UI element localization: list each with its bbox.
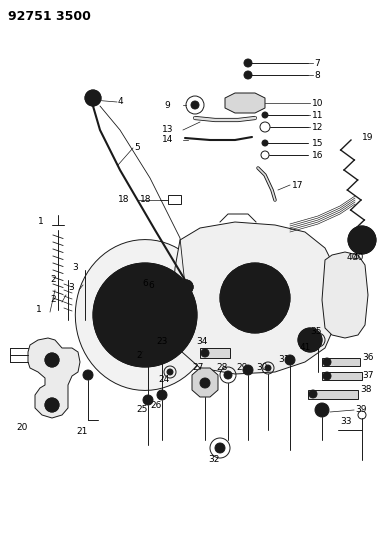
Text: 33: 33 [340,417,352,426]
Text: 10: 10 [312,99,324,108]
FancyBboxPatch shape [308,390,358,399]
Text: 18: 18 [140,196,152,205]
Circle shape [323,372,331,380]
Text: 3: 3 [72,263,78,272]
Circle shape [309,390,317,398]
Circle shape [244,59,252,67]
Text: 5: 5 [134,143,140,152]
Text: 1: 1 [38,217,44,227]
Text: 38: 38 [360,385,372,394]
Circle shape [262,112,268,118]
Text: 36: 36 [362,353,373,362]
Circle shape [143,395,153,405]
FancyBboxPatch shape [200,348,230,358]
Circle shape [201,349,209,357]
Circle shape [83,370,93,380]
Circle shape [167,369,173,375]
Text: 15: 15 [312,139,324,148]
Text: 17: 17 [292,181,303,190]
Circle shape [244,71,252,79]
Circle shape [220,263,290,333]
Text: 35: 35 [310,327,321,336]
Text: 3: 3 [68,284,74,293]
Text: 31: 31 [278,356,290,365]
Text: 14: 14 [162,135,173,144]
Text: 34: 34 [196,337,207,346]
Text: 11: 11 [312,110,324,119]
Text: 8: 8 [314,70,320,79]
Text: 39: 39 [355,406,367,415]
Polygon shape [322,252,368,338]
Text: 27: 27 [192,364,203,373]
Polygon shape [75,239,215,391]
Text: 2: 2 [50,276,56,285]
Circle shape [285,355,295,365]
Circle shape [348,226,376,254]
Circle shape [85,90,101,106]
Circle shape [157,390,167,400]
Text: 20: 20 [16,424,28,432]
Circle shape [323,358,331,366]
Circle shape [183,284,189,290]
Circle shape [200,378,210,388]
Text: 1: 1 [36,305,42,314]
Text: 32: 32 [208,456,219,464]
Text: 28: 28 [216,364,228,373]
Text: 18: 18 [118,196,129,205]
Text: 4: 4 [118,98,124,107]
Polygon shape [225,93,265,113]
Circle shape [262,140,268,146]
Text: 40: 40 [346,254,358,262]
Text: 22: 22 [136,351,147,360]
Circle shape [191,101,199,109]
Circle shape [45,398,59,412]
FancyBboxPatch shape [168,195,181,204]
Text: 92751 3500: 92751 3500 [8,10,91,22]
Polygon shape [28,338,80,418]
Text: 9: 9 [164,101,170,109]
Circle shape [179,280,193,294]
FancyBboxPatch shape [322,372,362,380]
Text: 13: 13 [162,125,173,134]
Circle shape [243,365,253,375]
Circle shape [179,280,193,294]
FancyBboxPatch shape [322,358,360,366]
Text: 40: 40 [352,254,364,262]
Text: 41: 41 [300,343,311,352]
Text: 19: 19 [362,133,373,142]
Text: 2: 2 [50,295,56,304]
Text: 12: 12 [312,123,323,132]
Text: 37: 37 [362,372,373,381]
Circle shape [215,443,225,453]
Text: 24: 24 [158,376,169,384]
Circle shape [315,337,321,343]
Polygon shape [192,368,218,397]
Circle shape [45,353,59,367]
Circle shape [265,365,271,371]
Text: 26: 26 [150,401,161,410]
Text: 6: 6 [142,279,148,288]
Polygon shape [173,222,338,374]
Text: 30: 30 [256,362,267,372]
Circle shape [315,403,329,417]
Circle shape [142,349,154,361]
Text: 7: 7 [314,59,320,68]
Circle shape [93,263,197,367]
Circle shape [160,348,164,352]
Text: 16: 16 [312,150,324,159]
Circle shape [224,371,232,379]
Text: 25: 25 [136,406,147,415]
Circle shape [298,328,322,352]
Text: 6: 6 [148,280,154,289]
Text: 29: 29 [236,364,247,373]
Text: 21: 21 [76,427,88,437]
Text: 23: 23 [156,337,167,346]
